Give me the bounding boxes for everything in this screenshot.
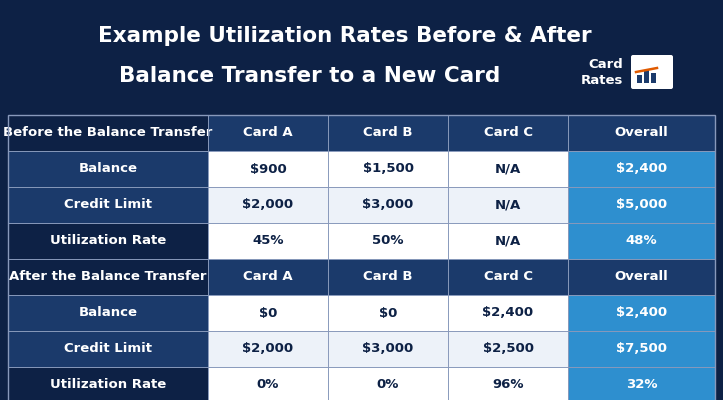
Bar bbox=[568, 259, 715, 295]
Text: $2,400: $2,400 bbox=[482, 306, 534, 320]
Text: 48%: 48% bbox=[625, 234, 657, 248]
Bar bbox=[0, 0, 723, 112]
Text: $7,500: $7,500 bbox=[616, 342, 667, 356]
Text: Card C: Card C bbox=[484, 126, 533, 140]
Text: Card A: Card A bbox=[243, 126, 293, 140]
Text: Card B: Card B bbox=[363, 270, 413, 284]
Text: $2,000: $2,000 bbox=[242, 198, 294, 212]
FancyBboxPatch shape bbox=[631, 55, 673, 89]
Text: N/A: N/A bbox=[495, 198, 521, 212]
Text: Before the Balance Transfer: Before the Balance Transfer bbox=[4, 126, 213, 140]
Text: Card: Card bbox=[589, 58, 623, 72]
Bar bbox=[644, 70, 649, 83]
Text: After the Balance Transfer: After the Balance Transfer bbox=[9, 270, 207, 284]
Text: $5,000: $5,000 bbox=[616, 198, 667, 212]
Bar bbox=[328, 115, 448, 151]
Bar bbox=[448, 223, 568, 259]
Bar bbox=[328, 295, 448, 331]
Bar bbox=[328, 259, 448, 295]
Text: $3,000: $3,000 bbox=[362, 342, 414, 356]
Bar bbox=[568, 187, 715, 223]
Bar bbox=[448, 151, 568, 187]
Text: $0: $0 bbox=[379, 306, 397, 320]
Bar bbox=[8, 259, 208, 295]
Text: Overall: Overall bbox=[615, 270, 668, 284]
Bar bbox=[208, 187, 328, 223]
Bar bbox=[448, 115, 568, 151]
Bar bbox=[651, 73, 656, 83]
Bar bbox=[328, 223, 448, 259]
Bar bbox=[8, 331, 208, 367]
Text: $2,400: $2,400 bbox=[616, 306, 667, 320]
Bar bbox=[328, 187, 448, 223]
Bar bbox=[448, 331, 568, 367]
Text: $900: $900 bbox=[249, 162, 286, 176]
Text: Balance: Balance bbox=[79, 162, 137, 176]
Text: Balance Transfer to a New Card: Balance Transfer to a New Card bbox=[119, 66, 500, 86]
Bar bbox=[8, 187, 208, 223]
Text: $2,000: $2,000 bbox=[242, 342, 294, 356]
Text: $1,500: $1,500 bbox=[362, 162, 414, 176]
Text: Card B: Card B bbox=[363, 126, 413, 140]
Text: 45%: 45% bbox=[252, 234, 283, 248]
Bar bbox=[448, 367, 568, 400]
Bar bbox=[328, 151, 448, 187]
Text: $3,000: $3,000 bbox=[362, 198, 414, 212]
Bar bbox=[208, 331, 328, 367]
Bar bbox=[568, 367, 715, 400]
Text: $0: $0 bbox=[259, 306, 277, 320]
Text: N/A: N/A bbox=[495, 234, 521, 248]
Bar bbox=[568, 151, 715, 187]
Bar bbox=[208, 151, 328, 187]
Bar bbox=[8, 115, 715, 400]
Bar bbox=[8, 223, 208, 259]
Text: ™: ™ bbox=[641, 78, 649, 88]
Bar bbox=[328, 331, 448, 367]
Text: Example Utilization Rates Before & After: Example Utilization Rates Before & After bbox=[98, 26, 592, 46]
Bar bbox=[568, 115, 715, 151]
Text: 96%: 96% bbox=[492, 378, 523, 392]
Text: Utilization Rate: Utilization Rate bbox=[50, 234, 166, 248]
Bar bbox=[208, 259, 328, 295]
Bar bbox=[8, 115, 208, 151]
Text: $2,400: $2,400 bbox=[616, 162, 667, 176]
Bar bbox=[208, 367, 328, 400]
Bar bbox=[8, 151, 208, 187]
Bar bbox=[8, 295, 208, 331]
Text: 0%: 0% bbox=[377, 378, 399, 392]
Text: Overall: Overall bbox=[615, 126, 668, 140]
Bar bbox=[208, 295, 328, 331]
Text: Credit Limit: Credit Limit bbox=[64, 342, 152, 356]
Bar bbox=[208, 115, 328, 151]
Text: Rates: Rates bbox=[581, 74, 623, 88]
Bar bbox=[568, 331, 715, 367]
Text: Credit Limit: Credit Limit bbox=[64, 198, 152, 212]
Bar bbox=[448, 187, 568, 223]
Text: N/A: N/A bbox=[495, 162, 521, 176]
Bar bbox=[328, 367, 448, 400]
Bar bbox=[8, 367, 208, 400]
Bar bbox=[637, 75, 642, 83]
Bar bbox=[568, 295, 715, 331]
Bar bbox=[208, 223, 328, 259]
Bar bbox=[568, 223, 715, 259]
Text: $2,500: $2,500 bbox=[482, 342, 534, 356]
Text: Utilization Rate: Utilization Rate bbox=[50, 378, 166, 392]
Text: 50%: 50% bbox=[372, 234, 403, 248]
Text: 0%: 0% bbox=[257, 378, 279, 392]
Text: 32%: 32% bbox=[625, 378, 657, 392]
Text: Card C: Card C bbox=[484, 270, 533, 284]
Bar bbox=[448, 259, 568, 295]
Bar bbox=[448, 295, 568, 331]
Text: Balance: Balance bbox=[79, 306, 137, 320]
Text: Card A: Card A bbox=[243, 270, 293, 284]
